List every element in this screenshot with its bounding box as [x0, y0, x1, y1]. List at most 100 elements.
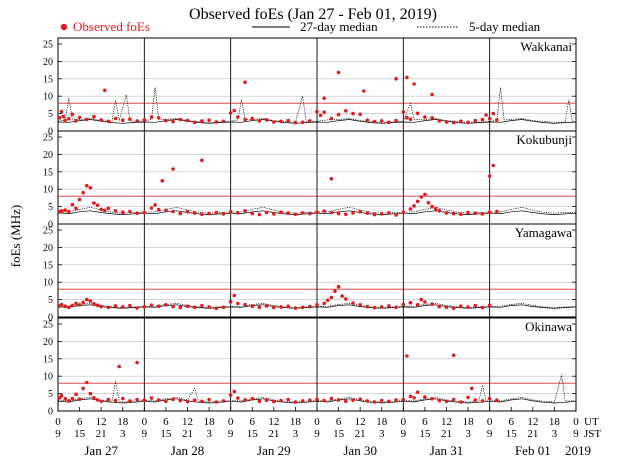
- observed-point: [495, 209, 499, 214]
- observed-point: [419, 195, 424, 199]
- observed-point: [408, 300, 413, 305]
- observed-point: [81, 300, 85, 305]
- y-tick-label: 5: [48, 389, 53, 400]
- observed-point: [358, 210, 363, 214]
- x-tick-label-jst: 9: [487, 428, 493, 440]
- station-name: Kokubunji: [516, 132, 572, 147]
- y-tick-label: 5: [48, 295, 53, 306]
- observed-point: [156, 304, 161, 309]
- x-tick-label-ut: 12: [355, 416, 366, 428]
- observed-point: [451, 306, 456, 311]
- observed-point: [272, 212, 276, 216]
- observed-point: [336, 211, 341, 216]
- x-tick-label-jst: 9: [142, 428, 148, 440]
- observed-point: [243, 80, 247, 85]
- observed-point: [74, 301, 78, 306]
- observed-point: [272, 305, 276, 310]
- observed-point: [113, 116, 118, 121]
- observed-point: [329, 210, 334, 215]
- observed-point: [63, 397, 67, 401]
- x-tick-label-ut: 18: [376, 416, 388, 428]
- y-tick-label: 10: [43, 372, 53, 383]
- observed-point: [380, 398, 384, 403]
- observed-point: [423, 300, 427, 304]
- observed-point: [236, 115, 240, 119]
- observed-point: [491, 111, 496, 116]
- x-tick-label-jst: 21: [96, 428, 107, 440]
- observed-point: [178, 398, 183, 403]
- observed-point: [164, 118, 168, 123]
- observed-point: [451, 120, 456, 125]
- observed-point: [185, 304, 190, 309]
- observed-point: [142, 210, 147, 215]
- observed-point: [135, 397, 139, 402]
- observed-point: [192, 120, 197, 125]
- x-tick-label-jst: 3: [206, 428, 212, 440]
- observed-point: [329, 177, 334, 181]
- observed-point: [171, 304, 175, 309]
- observed-point: [405, 116, 409, 120]
- observed-point: [344, 212, 348, 217]
- observed-point: [243, 209, 247, 213]
- x-tick-label-ut: 6: [336, 416, 342, 428]
- observed-point: [178, 211, 183, 216]
- x-tick-label-ut: 0: [142, 416, 148, 428]
- legend: Observed foEs 27-day median 5-day median: [60, 19, 541, 34]
- observed-point: [171, 209, 175, 214]
- y-tick-label: 10: [43, 92, 53, 103]
- y-tick-label: 20: [43, 243, 53, 254]
- observed-point: [308, 398, 312, 403]
- legend-observed-marker: [60, 23, 68, 31]
- x-tick-label-ut: 0: [573, 416, 579, 428]
- observed-point: [300, 211, 305, 215]
- date-label: Jan 29: [257, 443, 291, 457]
- x-tick-label-ut: 6: [77, 416, 83, 428]
- observed-point: [59, 393, 64, 398]
- x-tick-label-ut: 18: [463, 416, 475, 428]
- observed-point: [315, 303, 319, 307]
- observed-point: [272, 399, 276, 404]
- observed-point: [473, 303, 478, 308]
- observed-point: [394, 77, 398, 81]
- observed-point: [214, 306, 219, 311]
- observed-point: [430, 204, 434, 209]
- observed-point: [300, 399, 305, 403]
- observed-point: [257, 399, 262, 404]
- observed-point: [135, 119, 139, 123]
- observed-point: [121, 305, 125, 309]
- observed-point: [264, 210, 269, 215]
- observed-point: [95, 203, 100, 207]
- observed-point: [286, 304, 291, 309]
- panel-yamagawa: 0 5 10 15 20 25 Yamagawa: [43, 223, 577, 324]
- observed-point: [59, 109, 64, 114]
- observed-point: [487, 396, 492, 401]
- observed-point: [232, 389, 237, 394]
- observed-point: [279, 398, 283, 403]
- x-tick-label-jst: 15: [160, 428, 172, 440]
- observed-point: [236, 396, 240, 400]
- observed-point: [279, 305, 283, 309]
- observed-point: [372, 119, 377, 124]
- observed-point: [408, 117, 413, 121]
- observed-point: [437, 304, 442, 309]
- y-tick-label: 20: [43, 337, 53, 348]
- observed-point: [293, 212, 298, 217]
- observed-point: [228, 210, 233, 214]
- observed-point: [92, 201, 96, 205]
- y-tick-label: 10: [43, 185, 53, 196]
- observed-point: [318, 113, 323, 118]
- observed-point: [444, 305, 449, 310]
- observed-point: [401, 397, 406, 402]
- observed-point: [469, 386, 474, 391]
- x-tick-label-jst: 9: [228, 428, 234, 440]
- observed-point: [473, 211, 478, 215]
- observed-point: [322, 301, 327, 306]
- observed-point: [63, 118, 67, 123]
- observed-point: [88, 299, 93, 303]
- observed-point: [315, 210, 319, 214]
- observed-point: [473, 398, 478, 402]
- observed-point: [153, 203, 157, 207]
- station-name: Wakkanai: [520, 39, 572, 54]
